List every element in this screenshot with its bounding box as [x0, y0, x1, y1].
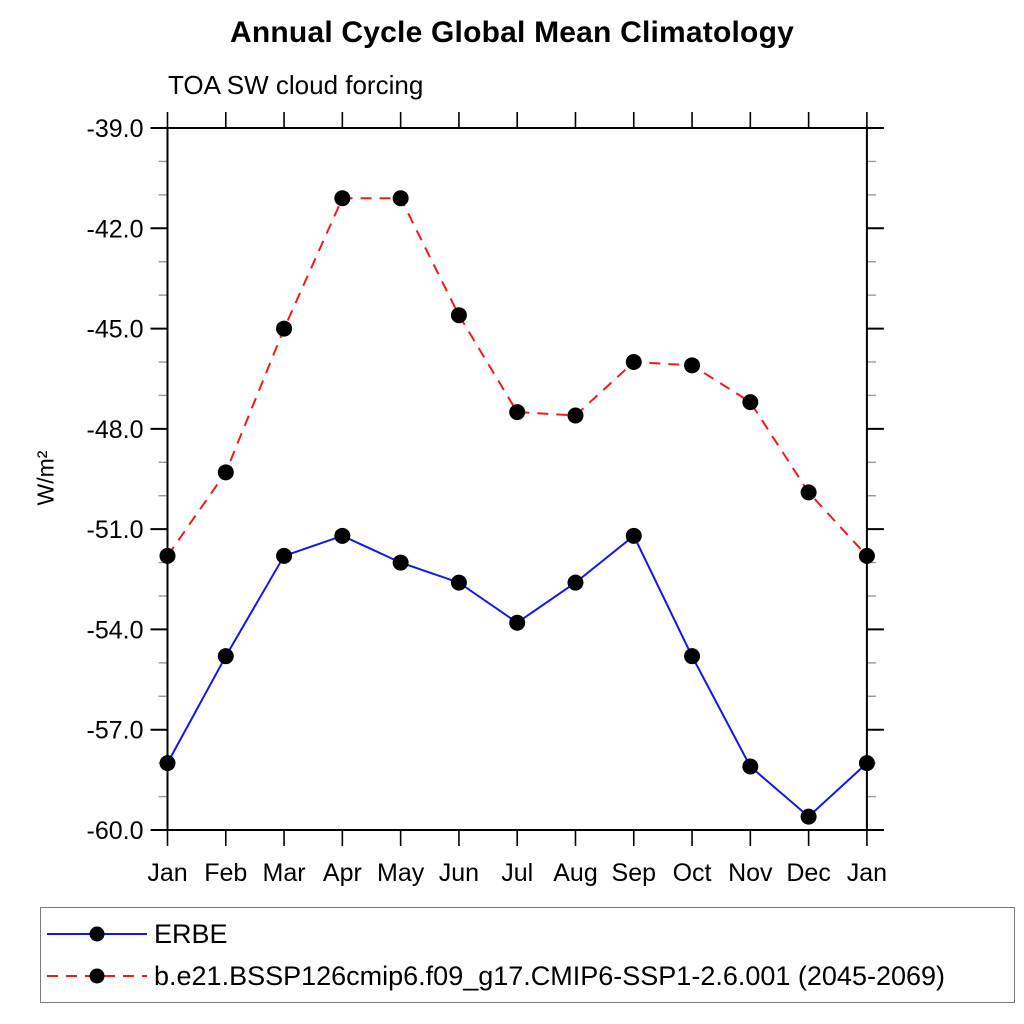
data-point-marker-1: [392, 190, 409, 207]
legend-label-erbe: ERBE: [154, 918, 228, 949]
data-point-marker-1: [276, 320, 293, 337]
x-tick-label: Feb: [204, 859, 247, 887]
x-tick-label: Oct: [673, 859, 712, 887]
data-point-marker-0: [800, 808, 817, 825]
legend-sample-marker: [89, 926, 105, 942]
x-tick-label: Jan: [147, 859, 187, 887]
data-point-marker-1: [334, 190, 351, 207]
x-tick-label: Jan: [847, 859, 887, 887]
plot-frame: [166, 127, 868, 831]
x-tick-label: Jun: [439, 859, 479, 887]
legend-item-erbe: ERBE: [45, 913, 1014, 955]
data-point-marker-0: [625, 527, 642, 544]
data-point-marker-1: [567, 407, 584, 424]
data-point-marker-0: [742, 758, 759, 775]
y-tick-label: -51.0: [87, 516, 144, 544]
data-point-marker-1: [217, 464, 234, 481]
data-point-marker-1: [684, 357, 701, 374]
data-point-marker-1: [159, 547, 176, 564]
legend-item-model: b.e21.BSSP126cmip6.f09_g17.CMIP6-SSP1-2.…: [45, 955, 1014, 997]
data-point-marker-0: [334, 527, 351, 544]
y-tick-label: -54.0: [87, 616, 144, 644]
legend-box: ERBE b.e21.BSSP126cmip6.f09_g17.CMIP6-SS…: [40, 907, 1015, 1003]
x-tick-label: May: [377, 859, 425, 887]
data-point-marker-0: [392, 554, 409, 571]
data-point-marker-0: [509, 614, 526, 631]
data-point-marker-1: [800, 484, 817, 501]
legend-label-model: b.e21.BSSP126cmip6.f09_g17.CMIP6-SSP1-2.…: [154, 960, 946, 991]
x-tick-label: Aug: [553, 859, 597, 887]
x-tick-label: Sep: [612, 859, 656, 887]
data-point-marker-1: [450, 307, 467, 324]
data-point-marker-1: [625, 354, 642, 370]
data-point-marker-0: [450, 574, 467, 591]
x-tick-label: Nov: [728, 859, 773, 887]
x-tick-label: Jul: [501, 859, 533, 887]
chart-title: Annual Cycle Global Mean Climatology: [230, 16, 794, 49]
x-tick-label: Dec: [786, 859, 830, 887]
y-tick-label: -57.0: [87, 717, 144, 745]
data-point-marker-0: [276, 547, 293, 564]
legend-sample-marker: [89, 968, 105, 984]
y-tick-label: -60.0: [87, 817, 144, 845]
series-line-0: [166, 534, 868, 818]
x-tick-label: Apr: [323, 859, 362, 887]
series-line-1: [166, 197, 868, 557]
data-point-marker-1: [509, 404, 526, 421]
data-point-marker-1: [858, 547, 875, 564]
x-tick-label: Mar: [263, 859, 306, 887]
data-point-marker-0: [858, 755, 875, 772]
y-tick-label: -39.0: [87, 115, 144, 143]
y-tick-label: -48.0: [87, 416, 144, 444]
y-tick-label: -42.0: [87, 215, 144, 243]
legend-line-sample-model: [47, 968, 147, 984]
legend-line-sample-erbe: [47, 926, 147, 942]
data-point-marker-0: [159, 755, 176, 772]
data-point-marker-0: [217, 648, 234, 665]
y-tick-label: -45.0: [87, 316, 144, 344]
data-point-marker-0: [684, 648, 701, 665]
data-point-marker-1: [742, 394, 759, 411]
chart-subtitle: TOA SW cloud forcing: [168, 70, 424, 100]
data-point-marker-0: [567, 574, 584, 591]
